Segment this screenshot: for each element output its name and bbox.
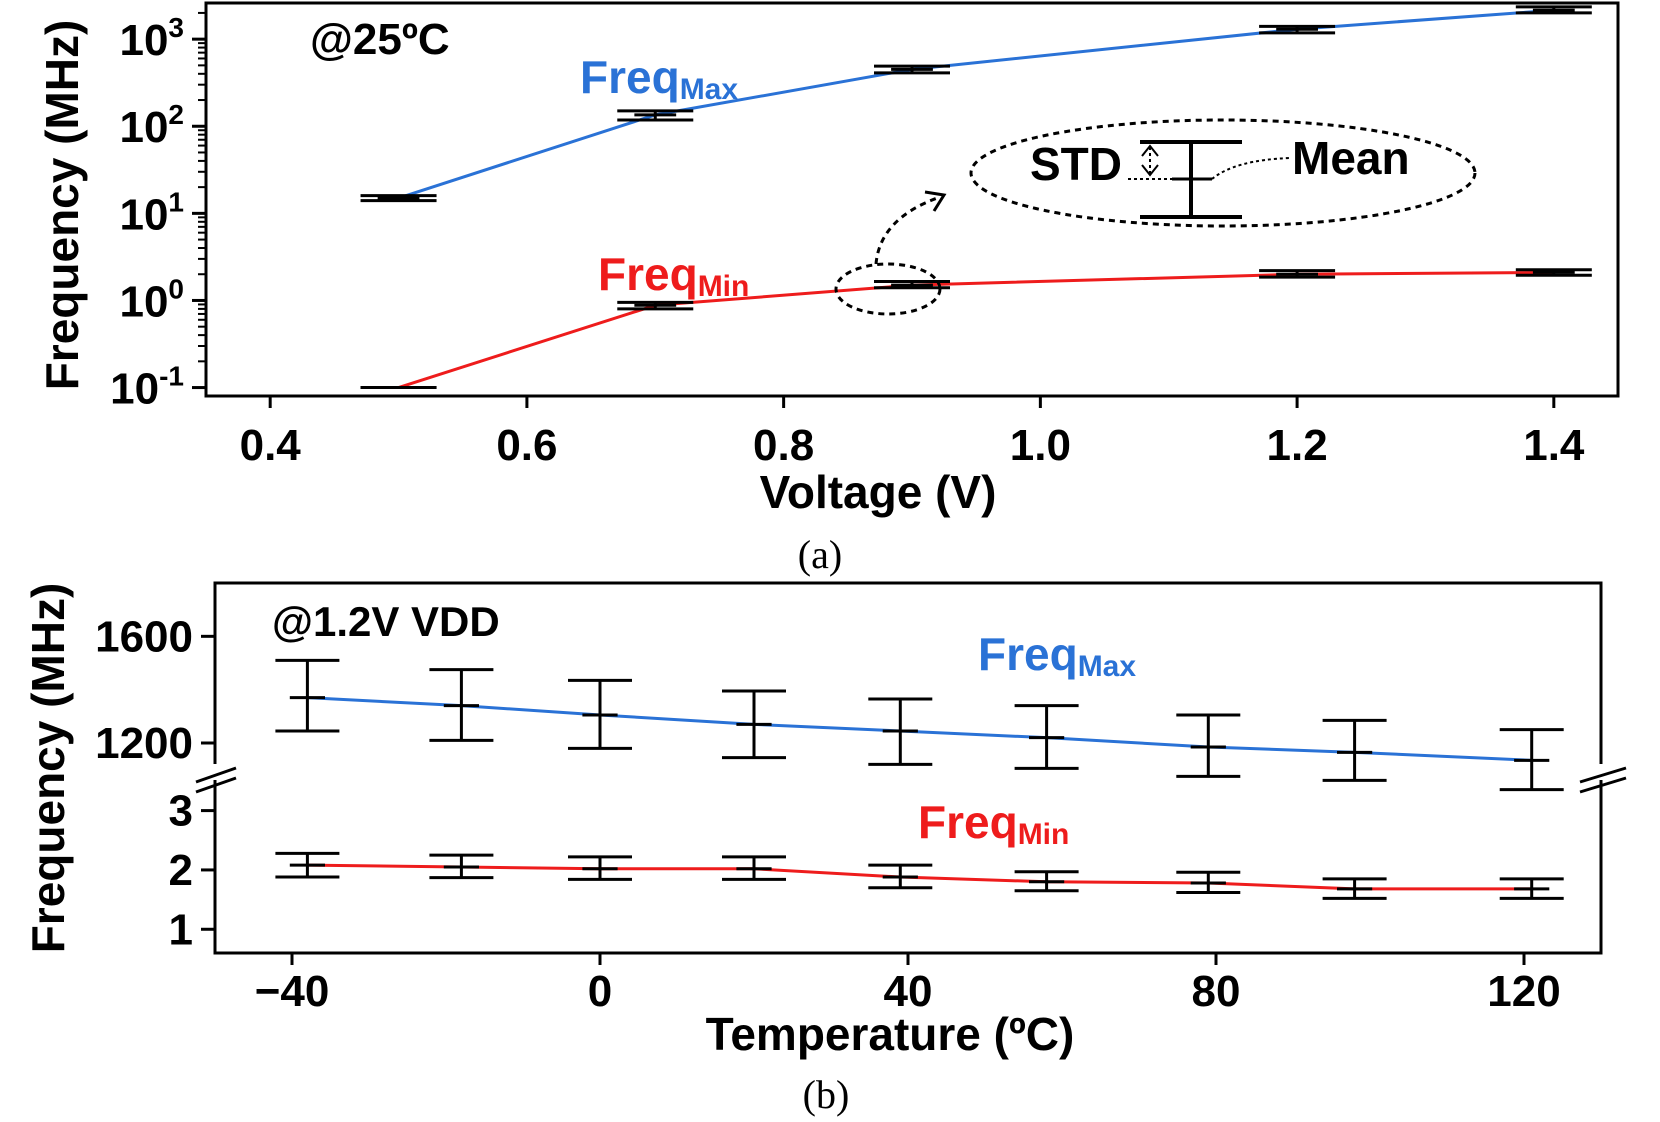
series-label-freqmax-a: FreqMax: [580, 51, 738, 106]
series-label-freqmin-a: FreqMin: [598, 248, 749, 303]
y-tick-label: 1200: [95, 719, 193, 768]
condition-label-a: @25ºC: [310, 15, 450, 64]
series-line-min: [398, 270, 1554, 389]
highlight-arrowhead-icon: [924, 190, 947, 212]
series-a: [360, 5, 1592, 390]
x-axis-title-a: Voltage (V): [760, 466, 997, 518]
y-axis-title-a: Frequency (MHz): [36, 20, 88, 391]
series-b: [275, 658, 1564, 900]
series-label-main: Freq: [580, 51, 680, 103]
x-tick-label: 1.0: [1010, 421, 1071, 470]
y-axis-b: 1200 1600 1 2 3: [95, 612, 215, 954]
axis-break-right: [1579, 764, 1627, 794]
y-tick-exponent: 1: [168, 186, 184, 217]
legend-ellipse: [969, 118, 1477, 228]
highlight-ellipse: [834, 262, 942, 316]
condition-label-b: @1.2V VDD: [272, 598, 500, 645]
x-tick-label: 0: [588, 967, 612, 1016]
y-minor-ticks-a: [198, 11, 206, 363]
x-tick-label: 80: [1192, 967, 1241, 1016]
series-label-sub: Min: [1018, 818, 1070, 851]
legend-std-arrowhead-down-icon: [1141, 164, 1159, 177]
y-tick-exponent: 0: [168, 273, 184, 304]
y-tick-base: 10: [119, 16, 168, 65]
series-label-sub: Min: [698, 270, 750, 303]
x-tick-label: 0.6: [496, 421, 557, 470]
y-tick-label: 1600: [95, 612, 193, 661]
y-axis-title-b: Frequency (MHz): [22, 583, 74, 954]
y-tick-label: 1: [169, 905, 193, 954]
x-tick-label: 120: [1487, 967, 1560, 1016]
y-tick-label: 3: [169, 787, 193, 836]
series-label-sub: Max: [1078, 650, 1137, 683]
y-tick-label: 100: [119, 273, 184, 326]
series-label-sub: Max: [680, 73, 739, 106]
x-tick-label: 0.8: [753, 421, 814, 470]
plot-frame-a: [204, 1, 1620, 398]
x-tick-label: 1.2: [1267, 421, 1328, 470]
caption-b: (b): [803, 1072, 850, 1117]
x-tick-label: 40: [884, 967, 933, 1016]
x-tick-label: 1.4: [1523, 421, 1585, 470]
y-tick-base: 10: [119, 103, 168, 152]
legend-mean-label: Mean: [1292, 132, 1410, 184]
y-tick-base: 10: [119, 277, 168, 326]
y-tick-label: 101: [119, 186, 184, 239]
series-label-freqmin-b: FreqMin: [918, 796, 1069, 851]
x-axis-a: 0.4 0.6 0.8 1.0 1.2 1.4: [240, 396, 1585, 470]
y-tick-label: 102: [119, 99, 184, 152]
series-label-main: Freq: [978, 628, 1078, 680]
legend-std-arrowhead-up-icon: [1141, 144, 1159, 157]
x-axis-b: −40 0 40 80 120: [255, 953, 1561, 1016]
series-label-main: Freq: [598, 248, 698, 300]
x-tick-label: −40: [255, 967, 330, 1016]
series-label-freqmax-b: FreqMax: [978, 628, 1136, 683]
y-tick-label: 10-1: [110, 361, 184, 414]
y-tick-exponent: 3: [168, 12, 184, 43]
y-tick-label: 103: [119, 12, 184, 65]
legend-mean-pointer: [1211, 157, 1291, 180]
y-tick-base: 10: [110, 365, 159, 414]
caption-a: (a): [798, 532, 842, 577]
y-tick-exponent: 2: [168, 99, 184, 130]
series-label-main: Freq: [918, 796, 1018, 848]
legend-std-label: STD: [1030, 138, 1122, 190]
axis-break-left: [195, 764, 237, 794]
highlight-arrow: [874, 195, 941, 265]
y-tick-label: 2: [169, 846, 193, 895]
x-tick-label: 0.4: [240, 421, 302, 470]
y-tick-base: 10: [119, 190, 168, 239]
y-tick-exponent: -1: [159, 361, 184, 392]
std-mean-legend: STD Mean: [969, 118, 1477, 228]
x-axis-title-b: Temperature (ºC): [706, 1008, 1075, 1060]
